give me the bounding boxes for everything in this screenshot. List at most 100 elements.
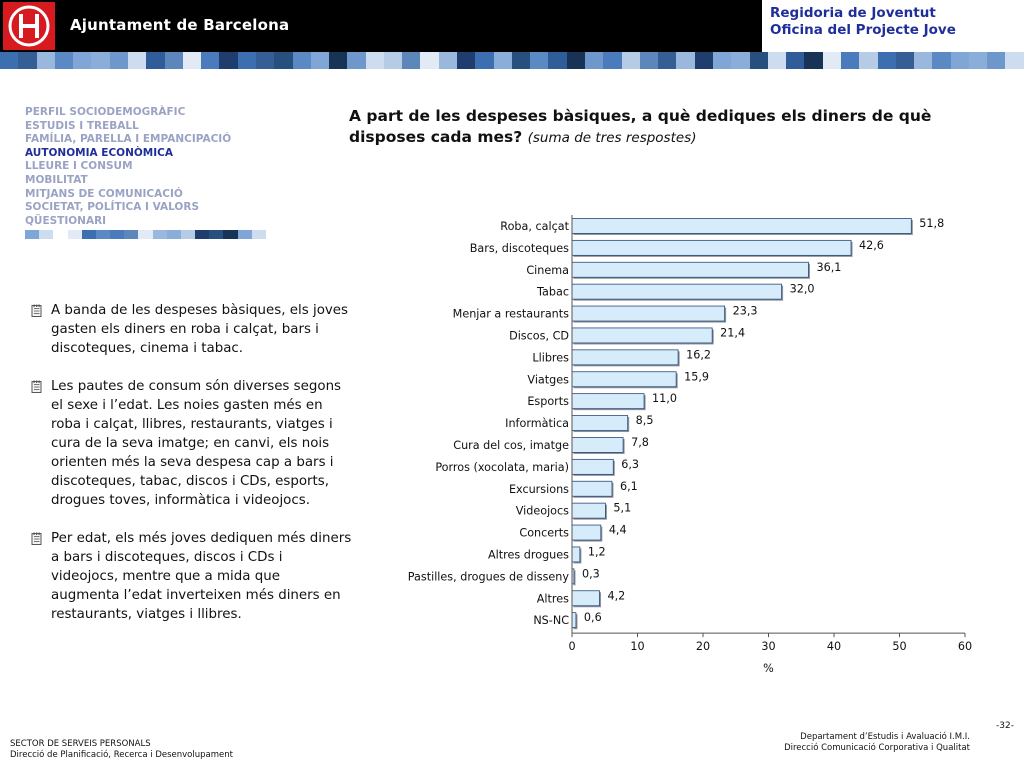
x-tick-label: 30 (761, 640, 775, 653)
bar (571, 590, 600, 607)
category-label: Tabac (536, 286, 569, 299)
value-label: 5,1 (613, 502, 631, 515)
bar-shadow (573, 570, 576, 586)
mosaic-tile (18, 52, 37, 69)
nav-item[interactable]: LLEURE I CONSUM (25, 160, 133, 173)
value-label: 4,2 (608, 589, 626, 602)
value-label: 21,4 (720, 326, 745, 339)
value-label: 4,4 (609, 524, 627, 537)
notepad-icon (31, 532, 42, 545)
mosaic-tile (91, 52, 110, 69)
mosaic-tile (603, 52, 622, 69)
bar (571, 371, 677, 388)
x-tick-label: 50 (892, 640, 906, 653)
nav-item[interactable]: MITJANS DE COMUNICACIÓ (25, 187, 183, 200)
notepad-icon (31, 380, 42, 393)
mosaic-tile (237, 230, 252, 239)
mosaic-tile (219, 52, 238, 69)
mosaic-tile (274, 52, 293, 69)
mosaic-tile (658, 52, 677, 69)
category-label: Pastilles, drogues de disseny (408, 570, 570, 583)
value-label: 11,0 (652, 392, 677, 405)
mosaic-tile (53, 230, 68, 239)
bullet-text: Les pautes de consum són diverses segons… (51, 379, 342, 508)
bar (571, 305, 726, 322)
bullet-item: Les pautes de consum són diverses segons… (30, 377, 352, 510)
category-label: Menjar a restaurants (453, 308, 569, 321)
mosaic-tile (347, 52, 366, 69)
value-label: 32,0 (790, 283, 815, 296)
category-label: Llibres (532, 351, 569, 364)
mosaic-tile (457, 52, 476, 69)
mosaic-tile (530, 52, 549, 69)
mosaic-tile (822, 52, 841, 69)
mosaic-tile (877, 52, 896, 69)
nav-item[interactable]: FAMÍLIA, PARELLA I EMPANCIPACIÓ (25, 133, 232, 146)
nav-item[interactable]: MOBILITAT (25, 173, 88, 186)
header-bar: Ajuntament de Barcelona (0, 0, 762, 52)
nav-item[interactable]: SOCIETAT, POLÍTICA I VALORS (25, 201, 200, 214)
bar (571, 458, 614, 475)
mosaic-tile (36, 52, 55, 69)
value-label: 51,8 (919, 217, 944, 230)
mosaic-tile (255, 52, 275, 69)
value-label: 6,1 (620, 480, 638, 493)
bar (571, 524, 602, 541)
dept-line-2: Oficina del Projecte Jove (770, 22, 956, 38)
mosaic-tile (39, 230, 54, 239)
barcelona-logo-icon (3, 2, 55, 50)
mosaic-tile (251, 230, 266, 239)
value-label: 36,1 (816, 261, 841, 274)
footer-department: Departament d’Estudis i Avaluació I.M.I. (800, 732, 970, 742)
mosaic-tile (265, 230, 281, 239)
nav-item[interactable]: ESTUDIS I TREBALL (25, 119, 139, 132)
nav-item[interactable]: AUTONOMIA ECONÒMICA (25, 146, 173, 159)
expenses-bar-chart: Roba, calçat 51,8 Bars, discoteques 42,6 Cin… (408, 215, 972, 675)
x-tick-label: 0 (568, 640, 575, 653)
bullet-text: A banda de les despeses bàsiques, els jo… (51, 303, 349, 356)
mosaic-tile (987, 52, 1006, 69)
bar (571, 239, 852, 256)
category-label: Informàtica (505, 417, 569, 430)
value-label: 1,2 (588, 545, 606, 558)
mosaic-tile (152, 230, 167, 239)
value-label: 0,3 (582, 567, 600, 580)
mosaic-tile (0, 52, 19, 69)
mosaic-tile (180, 230, 196, 239)
section-nav: PERFIL SOCIODEMOGRÀFIC ESTUDIS I TREBALL F… (25, 106, 285, 228)
notepad-icon (31, 304, 42, 317)
mosaic-tile (712, 52, 732, 69)
value-label: 6,3 (621, 458, 639, 471)
x-tick-label: 20 (696, 640, 710, 653)
mosaic-tile (914, 52, 933, 69)
footer-left: SECTOR DE SERVEIS PERSONALS Direcció de … (10, 739, 233, 761)
mosaic-tile (804, 52, 823, 69)
mosaic-tile (585, 52, 604, 69)
nav-item[interactable]: PERFIL SOCIODEMOGRÀFIC (25, 106, 186, 118)
nav-item[interactable]: QÜESTIONARI (25, 214, 107, 227)
org-name: Ajuntament de Barcelona (70, 16, 290, 34)
mosaic-tile (950, 52, 969, 69)
mosaic-tile (767, 52, 787, 69)
value-label: 0,6 (584, 611, 602, 624)
bar (571, 480, 613, 497)
chart-question-title: A part de les despeses bàsiques, a què d… (349, 106, 1009, 149)
mosaic-tile (566, 52, 585, 69)
mosaic-tile (968, 52, 988, 69)
mosaic-tile (475, 52, 494, 69)
mosaic-tile (621, 52, 640, 69)
bar (571, 349, 679, 366)
mosaic-tile (511, 52, 531, 69)
footer-sector: SECTOR DE SERVEIS PERSONALS (10, 739, 151, 749)
bar (571, 415, 629, 431)
bar (571, 502, 606, 519)
mosaic-tile (548, 52, 567, 69)
category-label: Porros (xocolata, maria) (435, 461, 569, 474)
mosaic-tile (329, 52, 348, 69)
mosaic-tile (493, 52, 512, 69)
value-label: 42,6 (859, 239, 884, 252)
mosaic-tile (694, 52, 713, 69)
mosaic-tile (67, 230, 82, 239)
x-tick-label: 10 (630, 640, 644, 653)
bullet-item: Per edat, els més joves dediquen més din… (30, 529, 352, 624)
